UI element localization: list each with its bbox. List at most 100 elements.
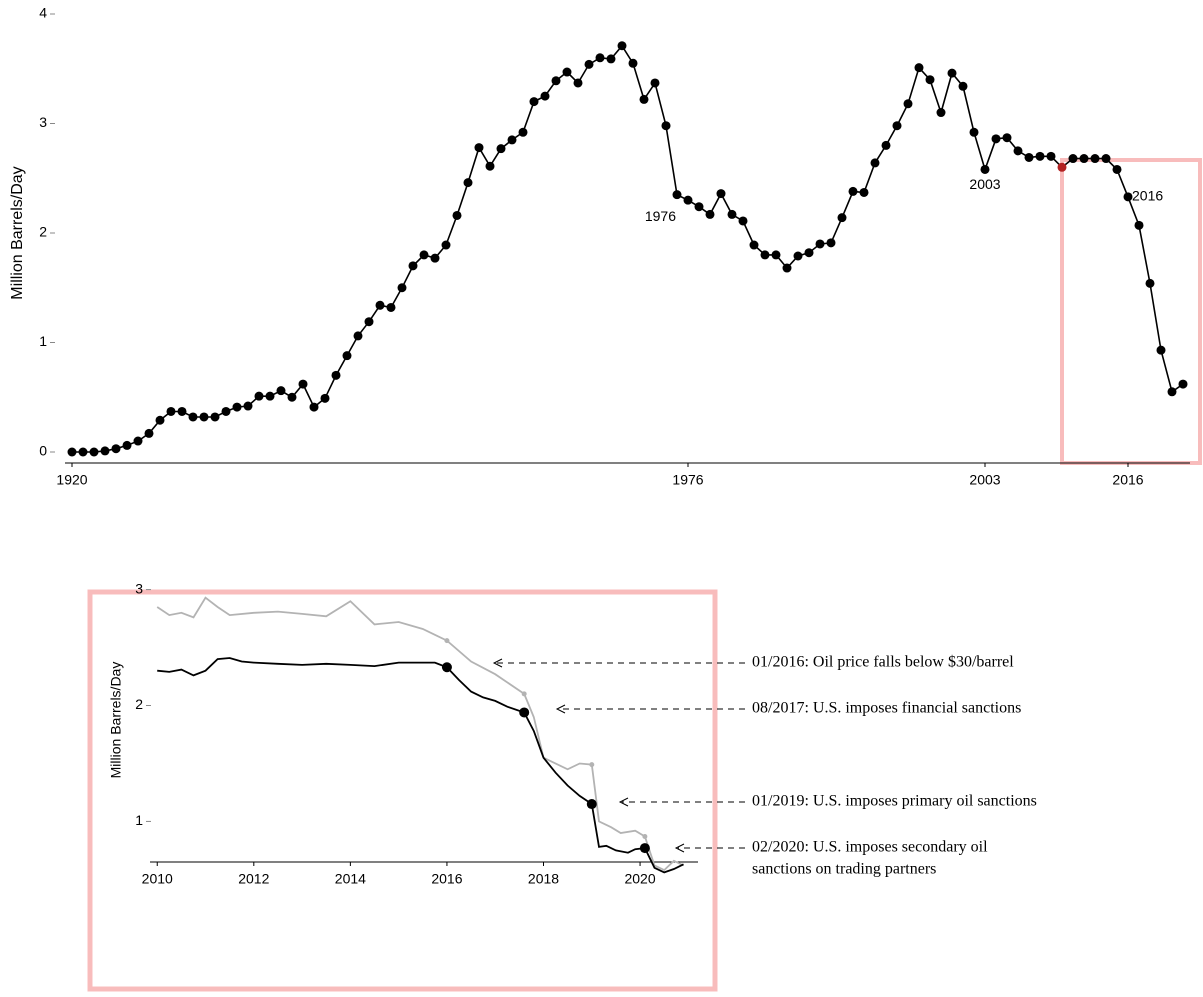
data-point	[1101, 154, 1111, 164]
data-point	[815, 239, 825, 249]
data-point	[738, 216, 748, 226]
x-tick-label: 2018	[528, 871, 559, 887]
data-point	[848, 186, 858, 196]
data-point	[78, 447, 88, 457]
data-point	[210, 412, 220, 422]
data-point	[331, 370, 341, 380]
data-point	[507, 135, 517, 145]
data-point	[342, 351, 352, 361]
data-point	[463, 178, 473, 188]
data-point	[133, 436, 143, 446]
annotation-text: 08/2017: U.S. imposes financial sanction…	[752, 700, 1021, 717]
data-point	[716, 189, 726, 199]
data-point	[892, 121, 902, 131]
arrow-head	[492, 658, 503, 668]
arrow-head	[555, 704, 566, 714]
data-point	[914, 63, 924, 73]
data-point	[166, 406, 176, 416]
data-point	[617, 41, 627, 51]
x-tick-label: 2016	[431, 871, 462, 887]
event-point	[586, 799, 597, 810]
annotation-text: sanctions on trading partners	[752, 861, 936, 878]
data-point	[100, 446, 110, 456]
data-point	[551, 76, 561, 86]
annotation-text: 02/2020: U.S. imposes secondary oil	[752, 839, 988, 856]
data-point	[749, 240, 759, 250]
data-point	[485, 161, 495, 171]
data-point	[199, 412, 209, 422]
data-point	[386, 302, 396, 312]
data-point	[353, 331, 363, 341]
series-line	[156, 596, 684, 872]
y-tick-label: 2	[135, 696, 143, 712]
x-tick-label: 1976	[672, 472, 703, 488]
data-point	[782, 263, 792, 273]
data-point	[683, 195, 693, 205]
data-point	[881, 140, 891, 150]
data-point	[441, 240, 451, 250]
data-point	[298, 379, 308, 389]
data-point	[969, 127, 979, 137]
data-point	[540, 91, 550, 101]
data-point	[793, 251, 803, 261]
data-point	[375, 300, 385, 310]
data-point	[980, 164, 990, 174]
data-point	[650, 78, 660, 88]
y-tick-label: 3	[135, 580, 143, 596]
data-point	[188, 412, 198, 422]
series-line	[72, 44, 1184, 453]
data-point	[232, 402, 242, 412]
data-point	[628, 58, 638, 68]
y-tick-label: 1	[135, 812, 143, 828]
data-point	[1079, 154, 1089, 164]
x-tick-label: 2014	[335, 871, 366, 887]
data-point	[1167, 387, 1177, 397]
y-tick-label: 1	[39, 333, 47, 349]
data-point	[408, 261, 418, 271]
y-tick-label: 0	[39, 443, 47, 459]
x-tick-label: 2020	[624, 871, 655, 887]
data-point	[265, 391, 275, 401]
data-point	[870, 158, 880, 168]
data-point	[1123, 192, 1133, 202]
event-point	[521, 691, 527, 697]
data-point	[1035, 151, 1045, 161]
data-point	[826, 238, 836, 248]
data-point	[727, 209, 737, 219]
data-point	[771, 250, 781, 260]
data-point	[474, 143, 484, 153]
y-tick-label: 3	[39, 114, 47, 130]
data-point	[496, 144, 506, 154]
inset-frame	[87, 589, 718, 992]
data-point	[1178, 379, 1188, 389]
data-point	[320, 393, 330, 403]
event-point	[444, 638, 450, 644]
data-point	[903, 99, 913, 109]
data-point	[67, 447, 77, 457]
x-tick-label: 2003	[969, 472, 1000, 488]
data-point	[859, 187, 869, 197]
data-point	[430, 253, 440, 263]
data-point	[518, 127, 528, 137]
data-point	[1002, 133, 1012, 143]
data-point	[1112, 164, 1122, 174]
annotation-text: 01/2016: Oil price falls below $30/barre…	[752, 654, 1014, 671]
data-point	[111, 444, 121, 454]
data-point	[1145, 278, 1155, 288]
data-point	[364, 317, 374, 327]
data-point	[584, 59, 594, 69]
data-point	[1156, 345, 1166, 355]
series-line	[157, 657, 684, 874]
data-point	[1134, 220, 1144, 230]
annotation-text: 01/2019: U.S. imposes primary oil sancti…	[752, 793, 1037, 810]
x-tick-label: 2016	[1112, 472, 1143, 488]
data-point	[287, 392, 297, 402]
event-point	[589, 762, 595, 768]
y-axis-label: Million Barrels/Day	[108, 662, 124, 779]
data-point	[606, 54, 616, 64]
data-point	[419, 250, 429, 260]
data-point	[837, 213, 847, 223]
data-point	[1046, 151, 1056, 161]
y-axis-label: Million Barrels/Day	[9, 166, 26, 299]
